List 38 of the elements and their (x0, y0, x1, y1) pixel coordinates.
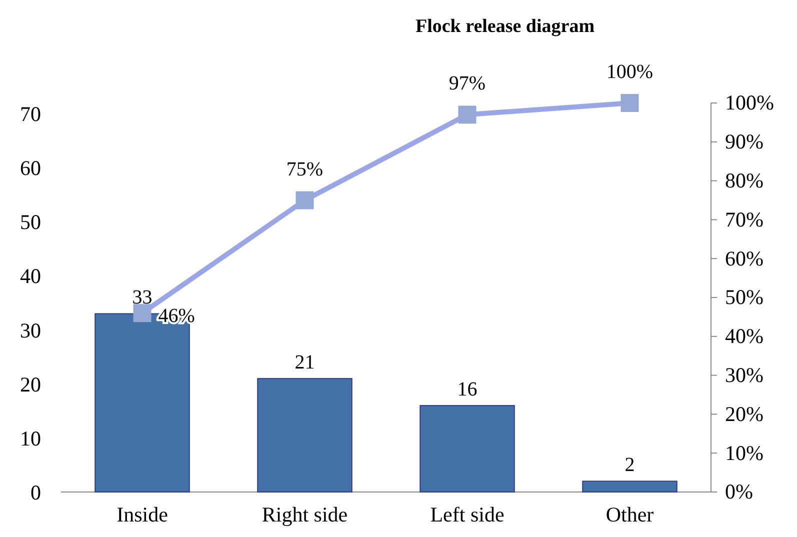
data-label: 33 (132, 286, 152, 309)
y2-tick-label: 80% (725, 168, 764, 193)
y-tick-label: 30 (20, 318, 41, 342)
data-label: 97% (448, 72, 486, 95)
data-label: 2 (624, 454, 635, 476)
y-tick-label: 40 (20, 264, 41, 288)
x-tick-label: Inside (116, 502, 168, 526)
x-tick-label: Right side (262, 502, 348, 526)
y2-tick-label: 90% (725, 130, 764, 154)
point (620, 94, 639, 112)
y-tick-label: 70 (20, 102, 41, 126)
bar (582, 480, 678, 492)
x-tick-label: Other (606, 502, 654, 526)
y-tick-label: 0 (30, 480, 41, 504)
chart-title: Flock release diagram (415, 16, 595, 37)
y-tick-label: 50 (20, 210, 41, 234)
y2-tick-label: 40% (725, 324, 764, 348)
y-tick-label: 20 (20, 372, 41, 396)
data-label: 21 (294, 352, 315, 374)
x-tick-label: Left side (430, 502, 504, 526)
data-label: 16 (457, 378, 478, 401)
point (133, 304, 152, 322)
bar (257, 378, 352, 492)
y-tick-label: 10 (20, 426, 41, 450)
y2-tick-label: 70% (725, 207, 764, 232)
y-tick-label: 60 (20, 156, 41, 180)
y2-tick-label: 50% (725, 285, 764, 310)
data-label: 100% (606, 61, 654, 83)
y2-tick-label: 10% (725, 440, 764, 465)
point (296, 191, 314, 210)
bar (420, 405, 515, 492)
point (458, 106, 476, 124)
y2-tick-label: 30% (725, 363, 764, 388)
y2-tick-label: 20% (725, 402, 764, 426)
y2-tick-label: 100% (725, 90, 774, 115)
data-label: 75% (286, 158, 324, 180)
y2-tick-label: 60% (725, 246, 764, 270)
y2-tick-label: 0% (725, 480, 753, 504)
